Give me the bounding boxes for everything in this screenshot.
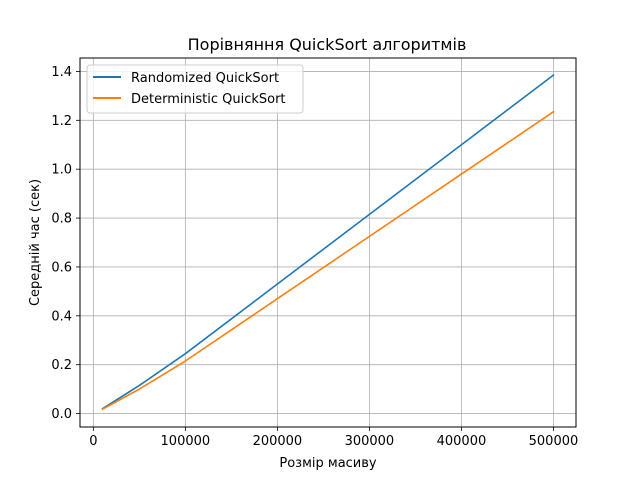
plot-frame [79,57,577,428]
series-line-0 [101,73,555,410]
y-tick-label: 1.2 [51,114,72,129]
x-tick-label: 0 [89,434,97,449]
legend-box [86,64,304,114]
y-tick-label: 0.8 [51,212,72,227]
y-axis-label: Середній час (сек) [28,179,43,306]
x-tick-label: 200000 [253,434,303,449]
y-tick-label: 0.6 [51,260,72,275]
legend-label-deterministic: Deterministic QuickSort [131,92,286,107]
y-tick-label: 0.2 [51,358,72,373]
x-tick-label: 400000 [437,434,487,449]
y-tick-label: 1.0 [51,163,72,178]
legend-label-randomized: Randomized QuickSort [131,71,279,86]
y-tick-label: 1.4 [51,65,72,80]
y-tick-label: 0.0 [51,407,72,422]
y-tick-label: 0.4 [51,309,72,324]
series-lines [101,73,555,411]
axis-ticks: 0 100000 200000 300000 400000 500000 0.0 0.2 0.4… [51,65,578,449]
chart-title: Порівняння QuickSort алгоритмів [188,35,467,54]
series-line-1 [101,110,555,411]
x-tick-label: 500000 [529,434,579,449]
x-tick-label: 300000 [345,434,395,449]
x-tick-label: 100000 [161,434,211,449]
x-axis-label: Розмір масиву [279,456,377,471]
legend: Randomized QuickSort Deterministic Quick… [86,64,304,114]
